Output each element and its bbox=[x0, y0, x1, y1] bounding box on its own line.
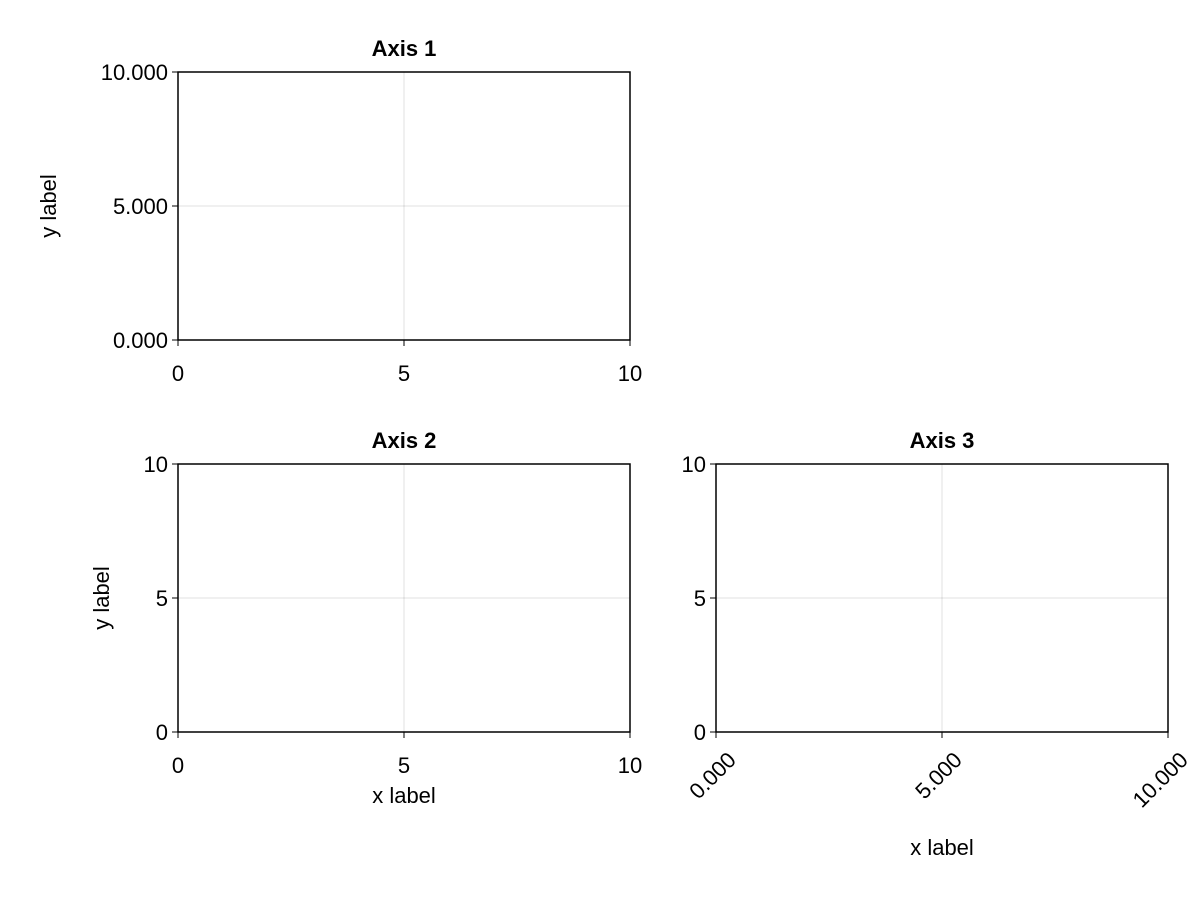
y-tick-label: 5 bbox=[156, 586, 168, 611]
y-tick-label: 0 bbox=[156, 720, 168, 745]
x-tick-label: 10 bbox=[618, 753, 642, 778]
x-tick-label: 0.000 bbox=[684, 747, 741, 804]
y-tick-label: 10 bbox=[144, 452, 168, 477]
axis-frame bbox=[715, 463, 1169, 733]
x-axis-label: x label bbox=[910, 835, 974, 860]
y-tick-label: 5.000 bbox=[113, 194, 168, 219]
x-tick-label: 5 bbox=[398, 361, 410, 386]
x-tick-label: 0 bbox=[172, 753, 184, 778]
axis-frame bbox=[177, 463, 631, 733]
x-tick-label: 10.000 bbox=[1128, 747, 1193, 812]
x-tick-label: 10 bbox=[618, 361, 642, 386]
y-tick-label: 10.000 bbox=[101, 60, 168, 85]
y-axis-label: y label bbox=[89, 566, 114, 630]
axis-title: Axis 3 bbox=[910, 428, 975, 453]
y-tick-label: 0 bbox=[694, 720, 706, 745]
x-tick-label: 5 bbox=[398, 753, 410, 778]
x-tick-label: 0 bbox=[172, 361, 184, 386]
axis-frame bbox=[177, 71, 631, 341]
axis-title: Axis 1 bbox=[372, 36, 437, 61]
y-tick-label: 5 bbox=[694, 586, 706, 611]
y-axis-label: y label bbox=[36, 174, 61, 238]
x-tick-label: 5.000 bbox=[910, 747, 967, 804]
x-axis-label: x label bbox=[372, 783, 436, 808]
y-tick-label: 0.000 bbox=[113, 328, 168, 353]
axis-title: Axis 2 bbox=[372, 428, 437, 453]
y-tick-label: 10 bbox=[682, 452, 706, 477]
